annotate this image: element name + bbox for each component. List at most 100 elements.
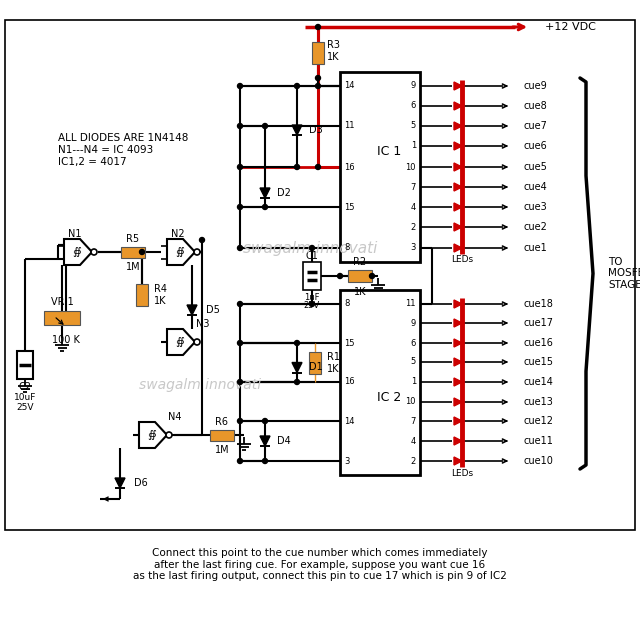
Text: R4: R4 <box>154 284 167 294</box>
Text: cue12: cue12 <box>523 416 553 426</box>
Text: 9: 9 <box>411 81 416 91</box>
Circle shape <box>262 204 268 209</box>
Text: 14: 14 <box>344 81 355 91</box>
Text: cue10: cue10 <box>523 456 553 466</box>
Circle shape <box>262 419 268 424</box>
Text: 5: 5 <box>411 121 416 131</box>
Text: 8: 8 <box>344 244 349 252</box>
Bar <box>136 284 148 306</box>
Text: 2: 2 <box>411 456 416 466</box>
Text: N4: N4 <box>168 412 182 422</box>
Text: 10uF: 10uF <box>14 394 36 402</box>
Text: 1uF: 1uF <box>304 294 320 302</box>
Polygon shape <box>454 378 462 386</box>
Text: C1: C1 <box>305 251 319 261</box>
Text: 25V: 25V <box>304 301 320 311</box>
Text: LEDs: LEDs <box>451 469 473 478</box>
Text: cue7: cue7 <box>523 121 547 131</box>
Text: ∯: ∯ <box>175 337 184 347</box>
Circle shape <box>237 301 243 306</box>
Text: R1: R1 <box>327 351 340 361</box>
Polygon shape <box>454 142 462 150</box>
Text: swagalm innovati: swagalm innovati <box>139 378 261 392</box>
Text: cue14: cue14 <box>523 377 553 387</box>
Text: cue15: cue15 <box>523 357 553 367</box>
Bar <box>17 351 33 379</box>
Text: N3: N3 <box>196 319 210 329</box>
Circle shape <box>262 124 268 129</box>
Text: IC1,2 = 4017: IC1,2 = 4017 <box>58 157 127 167</box>
Polygon shape <box>454 437 462 445</box>
Text: 10: 10 <box>406 162 416 171</box>
Circle shape <box>237 459 243 464</box>
Text: R6: R6 <box>216 417 228 427</box>
Text: C2: C2 <box>19 382 31 392</box>
Polygon shape <box>260 188 270 198</box>
Text: 8: 8 <box>344 299 349 309</box>
Circle shape <box>294 341 300 346</box>
Text: 16: 16 <box>344 162 355 171</box>
Text: 15: 15 <box>344 202 355 211</box>
Circle shape <box>237 84 243 89</box>
Text: swagalm innovati: swagalm innovati <box>243 241 377 256</box>
Polygon shape <box>454 417 462 425</box>
Polygon shape <box>167 329 195 355</box>
Text: 1: 1 <box>411 141 416 151</box>
Text: 9: 9 <box>411 319 416 328</box>
Polygon shape <box>454 203 462 211</box>
Text: N1: N1 <box>68 229 82 239</box>
Text: cue18: cue18 <box>523 299 553 309</box>
Circle shape <box>294 84 300 89</box>
Circle shape <box>194 339 200 345</box>
Polygon shape <box>454 82 462 90</box>
Circle shape <box>316 24 321 29</box>
Text: ∯: ∯ <box>72 247 81 257</box>
Polygon shape <box>139 422 167 448</box>
Polygon shape <box>454 122 462 130</box>
Text: cue16: cue16 <box>523 338 553 348</box>
Text: D6: D6 <box>134 478 148 488</box>
Text: TO
MOSFET
STAGE: TO MOSFET STAGE <box>608 257 640 290</box>
Bar <box>348 270 372 282</box>
Circle shape <box>91 249 97 255</box>
Circle shape <box>166 432 172 438</box>
Polygon shape <box>260 436 270 446</box>
Text: 3: 3 <box>344 456 349 466</box>
Text: 11: 11 <box>406 299 416 309</box>
Circle shape <box>294 164 300 169</box>
Text: 6: 6 <box>411 339 416 348</box>
Circle shape <box>316 76 321 81</box>
Text: 7: 7 <box>411 416 416 426</box>
Text: 2: 2 <box>411 222 416 231</box>
Text: 3: 3 <box>411 244 416 252</box>
Text: 5: 5 <box>411 357 416 366</box>
Text: ∯: ∯ <box>175 247 184 257</box>
Bar <box>121 246 145 258</box>
Text: ALL DIODES ARE 1N4148: ALL DIODES ARE 1N4148 <box>58 133 188 143</box>
Bar <box>44 311 80 325</box>
Text: cue2: cue2 <box>523 222 547 232</box>
Text: 1M: 1M <box>214 445 229 455</box>
Text: 11: 11 <box>344 121 355 131</box>
Polygon shape <box>454 457 462 465</box>
Text: 1K: 1K <box>327 52 339 62</box>
Text: cue9: cue9 <box>523 81 547 91</box>
Circle shape <box>369 274 374 279</box>
Text: 15: 15 <box>344 339 355 348</box>
Text: R2: R2 <box>353 257 367 267</box>
Text: 1K: 1K <box>154 296 166 306</box>
Bar <box>303 262 321 290</box>
Text: cue3: cue3 <box>523 202 547 212</box>
Polygon shape <box>292 125 302 135</box>
Circle shape <box>310 246 314 251</box>
Text: 100 K: 100 K <box>52 335 80 345</box>
Circle shape <box>194 249 200 255</box>
Text: 25V: 25V <box>16 402 34 411</box>
Polygon shape <box>454 163 462 171</box>
Bar <box>210 429 234 441</box>
Circle shape <box>140 249 145 254</box>
Polygon shape <box>187 305 197 315</box>
Text: 1K: 1K <box>327 364 339 374</box>
Text: N2: N2 <box>171 229 185 239</box>
Polygon shape <box>292 362 302 372</box>
